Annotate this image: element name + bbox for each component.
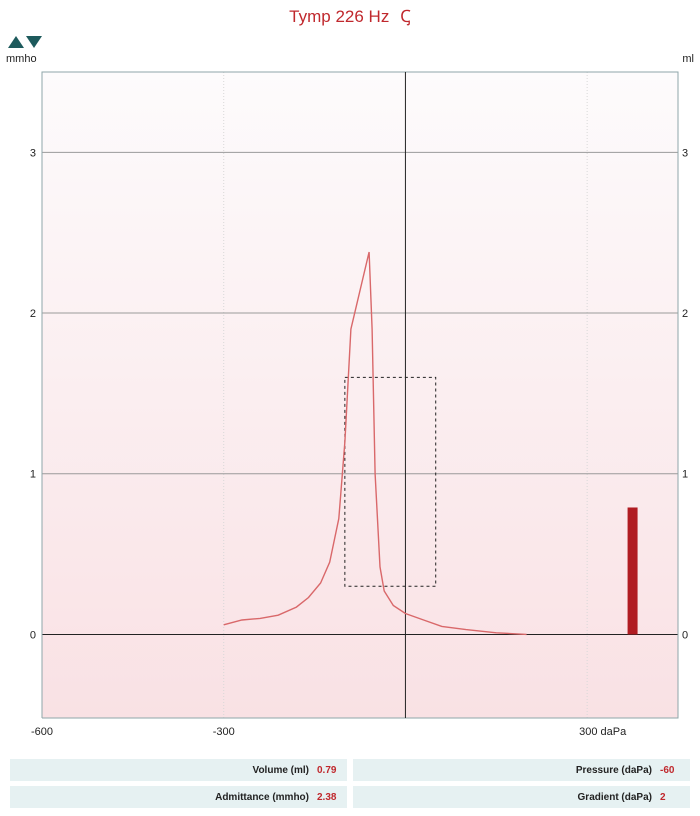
x-tick-label-1: -300 xyxy=(213,726,235,738)
y-tick-left-0: 0 xyxy=(30,629,36,641)
admittance-value: 2.38 xyxy=(317,791,337,803)
volume-cell: Volume (ml) 0.79 xyxy=(10,759,347,781)
volume-label: Volume (ml) xyxy=(252,764,309,776)
pressure-value: -60 xyxy=(660,764,675,776)
plot-background xyxy=(42,72,678,718)
plot-frame xyxy=(41,71,679,719)
volume-bar xyxy=(627,507,638,635)
tympanogram-chart: 0 0 1 1 2 2 3 3 -600 -300 300 daPa xyxy=(30,71,688,738)
y-tick-right-2: 2 xyxy=(682,308,688,320)
right-axis-unit: ml xyxy=(682,53,694,65)
chart-title: Tymp 226 Hz Ꞔ xyxy=(0,4,700,27)
pressure-cell: Pressure (daPa) -60 xyxy=(353,759,690,781)
volume-value: 0.79 xyxy=(317,764,337,776)
scale-down-arrow-icon[interactable] xyxy=(26,36,42,48)
measurement-row-2: Admittance (mmho) 2.38 Gradient (daPa) 2 xyxy=(10,786,690,808)
admittance-label: Admittance (mmho) xyxy=(215,791,309,803)
pressure-label: Pressure (daPa) xyxy=(575,764,652,776)
ear-icon: Ꞔ xyxy=(400,7,411,26)
x-tick-label-0: -600 xyxy=(31,726,53,738)
y-tick-right-0: 0 xyxy=(682,629,688,641)
y-tick-left-2: 2 xyxy=(30,308,36,320)
admittance-cell: Admittance (mmho) 2.38 xyxy=(10,786,347,808)
left-axis-unit: mmho xyxy=(6,53,37,65)
gradient-label: Gradient (daPa) xyxy=(577,791,652,803)
scale-arrows xyxy=(8,36,42,48)
gradient-cell: Gradient (daPa) 2 xyxy=(353,786,690,808)
y-tick-right-1: 1 xyxy=(682,469,688,481)
x-tick-label-2: 300 daPa xyxy=(579,726,627,738)
tympanogram-curve-0 xyxy=(223,251,527,636)
scale-up-arrow-icon[interactable] xyxy=(8,36,24,48)
y-tick-right-3: 3 xyxy=(682,147,688,159)
title-text: Tymp 226 Hz xyxy=(289,7,390,26)
gradient-value: 2 xyxy=(660,791,666,803)
y-tick-left-1: 1 xyxy=(30,469,36,481)
measurement-row-1: Volume (ml) 0.79 Pressure (daPa) -60 xyxy=(10,759,690,781)
y-tick-left-3: 3 xyxy=(30,147,36,159)
